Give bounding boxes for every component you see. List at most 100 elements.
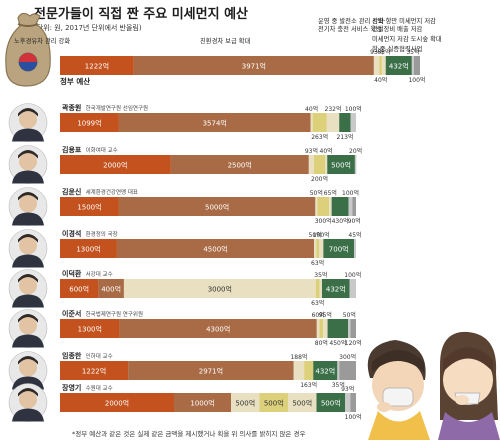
bar-small-label-row3-4: 65억 [324, 189, 337, 197]
person-portrait-2 [8, 145, 48, 184]
row-affil-2: 이화여대 교수 [86, 146, 118, 154]
bar-segment-row3-1 [118, 197, 316, 216]
category-name-0: 노후경유차 관리 강화 [14, 36, 70, 45]
bar-segment-row7-4 [313, 361, 338, 380]
row-name-2: 김용표 [62, 145, 82, 154]
bar-segment-row6-3 [319, 319, 324, 338]
bar-segment-row7-6 [339, 361, 356, 380]
bar-segment-row2-1 [170, 155, 309, 174]
bar-segment-row4-5 [323, 239, 355, 258]
bar-segment-row6-6 [348, 319, 351, 338]
bar-segment-row0-6 [411, 56, 414, 75]
row-name-3: 김윤신 [62, 187, 81, 196]
bar-small-label-row2-6: 20억 [349, 147, 362, 155]
bar-segment-row4-6 [354, 239, 356, 258]
bar-small-label-row2-4: 40억 [320, 147, 333, 155]
bar-segment-row0-7 [413, 56, 420, 75]
chart-title-block: 전문가들이 직접 짠 주요 미세먼지 예산 (단위: 원, 2017년 단위에서… [34, 3, 248, 33]
bar-segment-row4-1 [116, 239, 315, 258]
category-name-2: 운영 중 발전소 관리 강화 [318, 16, 384, 25]
bar-segment-row5-5 [321, 279, 350, 298]
bar-label-row8-3: 500억 [264, 400, 284, 408]
bar-label-row2-5: 500억 [331, 162, 351, 170]
bar-segment-row1-1 [118, 113, 311, 132]
row-name-5: 이덕환 [62, 269, 82, 278]
bar-small-label-row0-3: 40억 [374, 76, 387, 84]
chart-subtitle: (단위: 원, 2017년 단위에서 반올림) [34, 24, 142, 32]
bar-segment-row3-7 [352, 197, 356, 216]
bar-small-label-row3-3: 300억 [315, 217, 332, 225]
bar-small-label-row7-2: 188억 [290, 353, 307, 361]
bar-label-row3-0: 1500억 [77, 204, 101, 212]
bar-segment-row2-2 [308, 155, 314, 174]
bar-segment-row0-3 [379, 56, 382, 75]
bar-label-row5-5: 432억 [326, 286, 346, 294]
bar-segment-row4-2 [314, 239, 317, 258]
bar-segment-row2-0 [60, 155, 171, 174]
bar-segment-row4-3 [316, 239, 319, 258]
bar-small-label-row4-3: 63억 [311, 259, 324, 267]
bar-label-row1-1: 3574억 [203, 120, 227, 128]
bar-segment-row3-4 [329, 197, 332, 216]
bar-small-label-row4-4: 100억 [313, 231, 330, 239]
person-portrait-8 [8, 383, 48, 422]
bar-small-label-row7-3: 163억 [300, 381, 317, 389]
row-affil-6: 한국법제연구원 연구위원 [86, 310, 143, 318]
bar-segment-row7-3 [304, 361, 314, 380]
bar-segment-row3-0 [60, 197, 119, 216]
bar-small-label-row6-5: 450억 [329, 339, 346, 347]
bar-segment-row5-3 [315, 279, 320, 298]
bar-segment-row6-1 [119, 319, 317, 338]
row-name-1: 곽종원 [62, 103, 81, 112]
bar-label-row8-4: 500억 [292, 400, 312, 408]
bar-small-label-row6-3: 80억 [315, 339, 328, 347]
bar-label-row2-1: 2500억 [228, 162, 252, 170]
bar-small-label-row6-4: 95억 [319, 311, 332, 319]
bar-segment-row2-4 [325, 155, 328, 174]
row-affil-7: 인하대 교수 [86, 352, 113, 360]
bar-small-label-row0-7: 100억 [408, 76, 425, 84]
bar-segment-row5-6 [349, 279, 356, 298]
bar-segment-row3-2 [315, 197, 318, 216]
bar-small-label-row3-7: 90억 [348, 217, 361, 225]
bar-segment-row3-5 [331, 197, 349, 216]
bar-label-row3-1: 5000억 [205, 204, 229, 212]
row-affil-8: 수원대 교수 [86, 384, 113, 392]
bar-segment-row3-3 [317, 197, 330, 216]
bar-label-row6-1: 4300억 [206, 326, 230, 334]
row-affil-3: 세계환경건강연맹 대표 [86, 188, 138, 196]
bar-segment-row8-2 [231, 393, 260, 412]
bar-small-label-row8-7: 100억 [345, 413, 362, 421]
bar-segment-row4-0 [60, 239, 117, 258]
bar-label-row2-0: 2000억 [103, 162, 127, 170]
bar-small-label-row1-6: 100억 [345, 105, 362, 113]
bar-label-row8-2: 500억 [235, 400, 255, 408]
bar-small-label-row0-6: 35억 [406, 48, 419, 56]
person-portrait-5 [8, 269, 48, 308]
bar-segment-row8-1 [174, 393, 231, 412]
bar-segment-row1-3 [312, 113, 327, 132]
bar-label-row8-5: 500억 [321, 400, 341, 408]
bar-label-row5-0: 600억 [69, 286, 89, 294]
bar-segment-row7-5 [337, 361, 340, 380]
bar-segment-row5-0 [60, 279, 99, 298]
bar-segment-row6-7 [350, 319, 356, 338]
bar-small-label-row8-6: 93억 [341, 385, 354, 393]
row-affil-5: 서강대 교수 [86, 270, 113, 278]
person-portrait-4 [8, 229, 48, 268]
bar-label-row5-2: 3000억 [208, 286, 232, 294]
bar-small-label-row3-2: 50억 [310, 189, 323, 197]
row-name-6: 이준서 [62, 309, 81, 318]
bar-segment-row0-1 [133, 56, 374, 75]
bar-label-row8-1: 1000억 [190, 400, 214, 408]
bar-segment-row0-0 [60, 56, 134, 75]
chart-title: 전문가들이 직접 짠 주요 미세먼지 예산 [34, 7, 248, 22]
bar-small-label-row7-5: 35억 [332, 381, 345, 389]
masked-people-illustration [367, 331, 500, 440]
bar-segment-row7-0 [60, 361, 129, 380]
bar-label-row0-5: 432억 [389, 63, 409, 71]
bar-label-row5-1: 400억 [101, 286, 121, 294]
bar-label-row1-0: 1099억 [77, 120, 101, 128]
bar-label-row8-0: 2000억 [105, 400, 129, 408]
